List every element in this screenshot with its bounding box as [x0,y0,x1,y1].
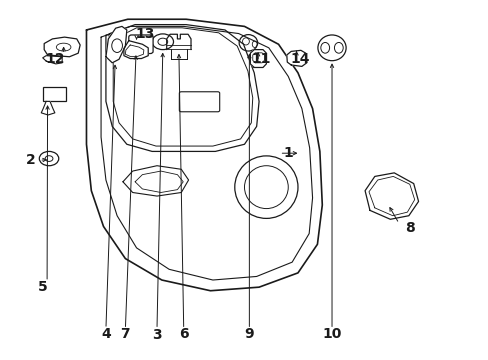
Text: 9: 9 [244,327,254,341]
Text: 4: 4 [101,327,111,341]
Text: 6: 6 [179,327,188,341]
Text: 13: 13 [135,27,154,41]
Text: 7: 7 [121,327,130,341]
Text: 14: 14 [290,51,309,66]
Text: 8: 8 [404,221,414,235]
Polygon shape [42,56,62,64]
Polygon shape [44,37,80,57]
Text: 10: 10 [322,327,341,341]
FancyBboxPatch shape [128,35,153,54]
Text: 1: 1 [283,146,292,160]
Polygon shape [250,50,266,67]
Polygon shape [123,41,148,59]
Text: 3: 3 [152,328,162,342]
Bar [42,87,66,102]
Polygon shape [286,50,306,66]
Text: 5: 5 [38,280,47,294]
Polygon shape [106,26,126,63]
Text: 2: 2 [26,153,35,167]
Text: 11: 11 [251,51,271,66]
Polygon shape [365,173,418,219]
Polygon shape [41,102,55,115]
Text: 12: 12 [45,51,64,66]
